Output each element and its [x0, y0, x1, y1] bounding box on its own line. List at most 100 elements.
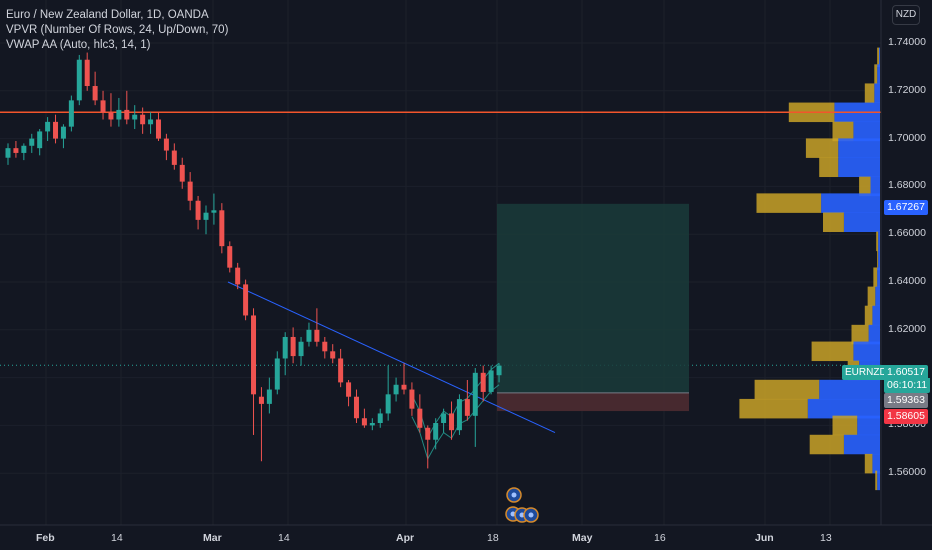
- vp-up-bar: [857, 415, 880, 436]
- vp-up-bar: [807, 398, 880, 419]
- candle-body: [306, 329, 312, 342]
- candle-body: [227, 246, 233, 268]
- candle-body: [132, 114, 138, 120]
- candle-body: [29, 138, 35, 146]
- candlestick-series: [5, 52, 502, 469]
- candle-body: [163, 138, 169, 151]
- price-tick-label: 1.74000: [888, 36, 926, 48]
- candle-body: [353, 396, 359, 419]
- long-position-tool[interactable]: [497, 203, 689, 412]
- candle-body: [449, 413, 455, 431]
- candle-body: [290, 336, 296, 357]
- candle-body: [488, 370, 494, 392]
- candle-body: [274, 358, 280, 390]
- vp-up-bar: [877, 267, 880, 287]
- candle-body: [53, 121, 59, 139]
- vp-up-bar: [878, 250, 880, 271]
- candle-body: [417, 408, 423, 428]
- vp-up-bar: [870, 176, 880, 197]
- candle-body: [76, 59, 82, 101]
- candle-body: [155, 119, 161, 139]
- ref-price-tag: 1.67267: [884, 200, 928, 215]
- loss-zone: [497, 392, 689, 412]
- trendline[interactable]: [227, 281, 556, 434]
- candle-body: [100, 100, 106, 113]
- candle-body: [401, 384, 407, 390]
- event-markers[interactable]: [505, 487, 539, 523]
- vp-down-bar: [832, 415, 858, 436]
- vp-up-bar: [843, 212, 880, 232]
- currency-button[interactable]: NZD: [892, 5, 920, 25]
- time-tick-label: Mar: [203, 532, 222, 544]
- profit-zone: [497, 203, 689, 393]
- vp-down-bar: [756, 193, 822, 213]
- candle-body: [464, 399, 470, 416]
- event-marker-dot: [528, 512, 534, 518]
- candle-body: [377, 413, 383, 424]
- candle-body: [346, 382, 352, 397]
- candle-body: [124, 109, 130, 120]
- chart-grid: [0, 364, 881, 366]
- candle-body: [322, 341, 328, 352]
- candle-body: [456, 399, 462, 431]
- candle-body: [203, 212, 209, 220]
- vp-up-bar: [853, 121, 880, 142]
- candle-body: [219, 210, 225, 247]
- candle-body: [251, 315, 257, 395]
- symbol-title[interactable]: Euro / New Zealand Dollar, 1D, OANDA: [6, 9, 209, 21]
- candle-body: [108, 112, 114, 120]
- event-marker-dot: [519, 512, 525, 518]
- price-tick-label: 1.62000: [888, 322, 926, 335]
- candle-body: [369, 423, 375, 426]
- time-tick-label: May: [572, 532, 593, 544]
- vp-up-bar: [874, 83, 880, 103]
- volume-profile: [739, 47, 880, 491]
- vp-up-bar: [843, 434, 880, 455]
- stop-price-tag: 1.58605: [884, 409, 928, 424]
- candle-body: [472, 372, 478, 416]
- vp-down-bar: [877, 47, 880, 68]
- time-tick-label: Apr: [396, 532, 415, 544]
- candle-body: [314, 329, 320, 342]
- indicator-vwap-label[interactable]: VWAP AA (Auto, hlc3, 14, 1): [6, 39, 151, 51]
- vp-down-bar: [809, 434, 844, 455]
- candle-body: [496, 365, 502, 376]
- vp-down-bar: [864, 305, 873, 326]
- time-tick-label: 13: [820, 532, 832, 544]
- vp-down-bar: [819, 157, 839, 178]
- price-tick-label: 1.56000: [888, 466, 926, 479]
- vp-down-bar: [864, 453, 873, 474]
- candle-body: [258, 396, 264, 404]
- time-tick-label: 18: [487, 532, 499, 544]
- candle-body: [393, 384, 399, 395]
- price-tick-label: 1.72000: [888, 83, 926, 96]
- candle-body: [140, 114, 146, 125]
- candle-body: [5, 148, 11, 158]
- vp-down-bar: [874, 64, 878, 84]
- candle-body: [298, 341, 304, 357]
- vwap-lower-band: [411, 384, 500, 461]
- time-tick-label: 16: [654, 532, 666, 544]
- candle-body: [148, 119, 154, 125]
- vp-up-bar: [872, 305, 880, 326]
- candle-body: [37, 131, 43, 149]
- vp-down-bar: [832, 121, 854, 142]
- candle-body: [433, 423, 439, 440]
- candle-body: [171, 150, 177, 165]
- indicator-vpvr-label[interactable]: VPVR (Number Of Rows, 24, Up/Down, 70): [6, 24, 229, 36]
- candle-body: [266, 389, 272, 404]
- vp-down-bar: [851, 324, 869, 345]
- candle-body: [385, 394, 391, 414]
- candle-body: [282, 336, 288, 359]
- vp-up-bar: [838, 157, 880, 178]
- time-tick-label: 14: [111, 532, 123, 544]
- event-marker-dot: [511, 492, 517, 498]
- vp-up-bar: [868, 324, 880, 345]
- candle-body: [187, 181, 193, 201]
- vp-down-bar: [875, 470, 878, 491]
- countdown-tag: 06:10:11: [884, 378, 931, 393]
- vp-down-bar: [739, 398, 808, 419]
- candle-body: [425, 427, 431, 440]
- price-tick-label: 1.70000: [888, 131, 926, 144]
